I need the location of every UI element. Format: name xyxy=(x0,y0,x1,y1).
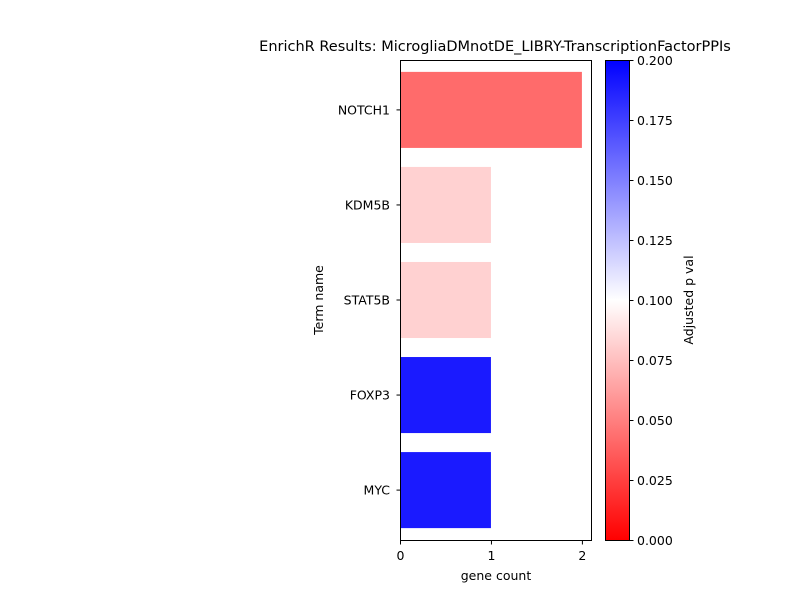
bar-stat5b xyxy=(400,261,491,339)
x-axis: 0 1 2 xyxy=(397,540,586,563)
bar-myc xyxy=(400,452,491,529)
bar-notch1 xyxy=(400,71,582,148)
x-tick-label: 1 xyxy=(487,548,495,563)
y-tick-label: KDM5B xyxy=(345,197,390,212)
y-tick-label: STAT5B xyxy=(344,293,390,308)
bar-kdm5b xyxy=(400,166,491,243)
colorbar-gradient xyxy=(605,60,629,540)
colorbar-tick-label: 0.075 xyxy=(637,353,673,368)
bar-foxp3 xyxy=(400,357,491,434)
colorbar-tick-label: 0.025 xyxy=(637,473,673,488)
x-tick-label: 2 xyxy=(578,548,586,563)
colorbar-tick-label: 0.175 xyxy=(637,113,673,128)
x-axis-label: gene count xyxy=(461,568,532,583)
colorbar: 0.000 0.025 0.050 0.075 0.100 0.125 0.150 0.175… xyxy=(605,53,696,548)
y-axis-label: Term name xyxy=(311,265,326,336)
colorbar-tick-label: 0.150 xyxy=(637,173,673,188)
colorbar-tick-label: 0.050 xyxy=(637,413,673,428)
colorbar-tick-label: 0.200 xyxy=(637,53,673,68)
x-tick-label: 0 xyxy=(397,548,405,563)
colorbar-ticks: 0.000 0.025 0.050 0.075 0.100 0.125 0.150 0.175… xyxy=(629,53,673,548)
bars-layer xyxy=(400,71,582,529)
colorbar-tick-label: 0.000 xyxy=(637,533,673,548)
y-tick-label: NOTCH1 xyxy=(338,102,390,117)
colorbar-tick-label: 0.125 xyxy=(637,233,673,248)
colorbar-label: Adjusted p val xyxy=(681,255,696,344)
chart-title: EnrichR Results: MicrogliaDMnotDE_LIBRY-… xyxy=(259,39,731,55)
y-tick-label: MYC xyxy=(364,483,391,498)
colorbar-tick-label: 0.100 xyxy=(637,293,673,308)
y-tick-label: FOXP3 xyxy=(350,388,390,403)
y-axis: NOTCH1 KDM5B STAT5B FOXP3 MYC xyxy=(338,102,401,498)
